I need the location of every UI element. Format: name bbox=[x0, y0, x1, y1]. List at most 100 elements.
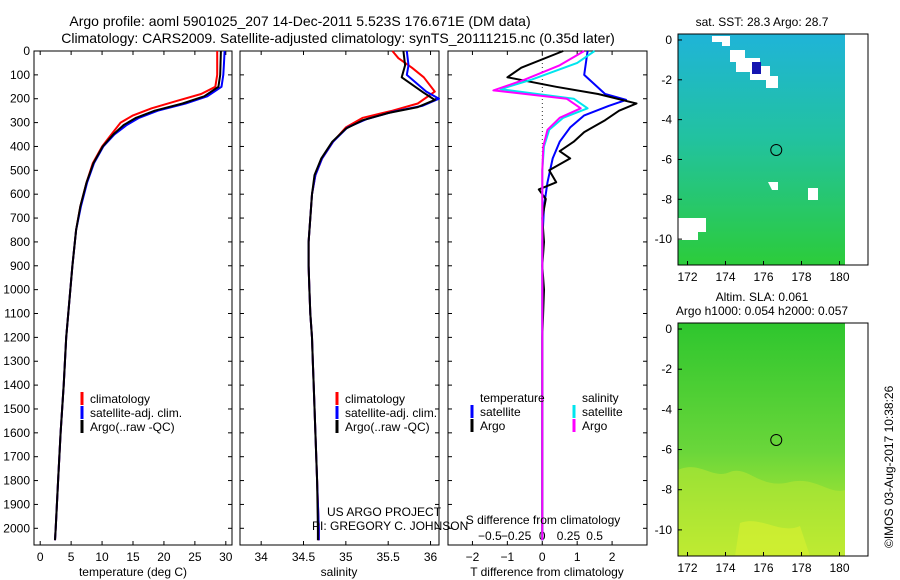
map-y-tick-label: -4 bbox=[661, 113, 672, 127]
map-y-tick-label: -6 bbox=[661, 152, 672, 166]
x-tick-label: −2 bbox=[466, 550, 480, 564]
series-line-climatology bbox=[307, 50, 436, 541]
map-y-tick-label: -8 bbox=[661, 192, 672, 206]
x-tick-label: 34 bbox=[254, 550, 268, 564]
y-tick-label: 900 bbox=[10, 259, 30, 273]
difference-legend: temperature salinity satellite Argo sate… bbox=[470, 391, 623, 433]
sla-map-land-east bbox=[845, 323, 868, 556]
sst-map-cloud-mask bbox=[808, 188, 818, 200]
sst-map-warm-patch bbox=[752, 62, 761, 74]
title-line-1: Argo profile: aoml 5901025_207 14-Dec-20… bbox=[69, 13, 530, 29]
sst-map-land-east bbox=[845, 34, 868, 265]
sla-map-frame bbox=[677, 322, 869, 557]
sst-map-cloud-mask bbox=[712, 36, 730, 46]
legend-label-satellite: satellite-adj. clim. bbox=[345, 406, 437, 420]
y-tick-label: 1500 bbox=[3, 402, 30, 416]
x-tick-label: 35 bbox=[339, 550, 353, 564]
series-line-salinity-argo bbox=[492, 50, 585, 541]
map-x-tick-label: 178 bbox=[791, 561, 811, 575]
map-x-tick-label: 180 bbox=[829, 270, 849, 284]
sst-map-cloud-mask bbox=[678, 218, 706, 240]
salinity-axis-label: salinity bbox=[321, 565, 358, 579]
y-tick-label: 500 bbox=[10, 163, 30, 177]
map-x-tick-label: 174 bbox=[715, 270, 735, 284]
series-line-satellite-adj-clim- bbox=[307, 50, 440, 541]
sla-map-axes: 172 174 176 178 180 0 -2 -4 -6 -8 -10 bbox=[655, 322, 850, 575]
x-tick-label: −1 bbox=[501, 550, 515, 564]
y-tick-label: 1200 bbox=[3, 330, 30, 344]
legend-label-argo: Argo(..raw -QC) bbox=[90, 420, 175, 434]
map-x-tick-label: 172 bbox=[677, 270, 697, 284]
legend-title-salinity: salinity bbox=[582, 391, 619, 405]
map-y-tick-label: -6 bbox=[661, 443, 672, 457]
imos-credit: ©IMOS 03-Aug-2017 10:38:26 bbox=[882, 385, 896, 548]
map-y-tick-label: -10 bbox=[655, 523, 673, 537]
difference-chart: −2 −1 0 1 2−0.5 −0.25 0 0.25 0.5 bbox=[448, 50, 647, 564]
sst-map-axes: 172 174 176 178 180 0 -2 -4 -6 -8 -10 bbox=[655, 33, 850, 284]
y-tick-label: 1700 bbox=[3, 450, 30, 464]
sst-map-frame bbox=[677, 33, 869, 266]
salinity-panel-frame bbox=[239, 50, 440, 546]
legend-label-climatology: climatology bbox=[90, 392, 150, 406]
y-tick-label: 1000 bbox=[3, 283, 30, 297]
map-x-tick-label: 178 bbox=[791, 270, 811, 284]
y-tick-label: 1800 bbox=[3, 474, 30, 488]
x-tick-label: 20 bbox=[157, 550, 171, 564]
map-x-tick-label: 172 bbox=[677, 561, 697, 575]
x-tick-label: 35.5 bbox=[377, 550, 401, 564]
map-y-tick-label: -2 bbox=[661, 73, 672, 87]
legend-label-climatology: climatology bbox=[345, 392, 405, 406]
s-tick-label: 0.5 bbox=[586, 529, 603, 543]
difference-panel-frame bbox=[447, 50, 648, 546]
y-tick-label: 0 bbox=[23, 44, 30, 58]
series-line-climatology bbox=[54, 51, 219, 541]
sla-map-high-region bbox=[735, 521, 810, 556]
map-y-tick-label: -10 bbox=[655, 232, 673, 246]
y-tick-label: 100 bbox=[10, 68, 30, 82]
x-tick-label: 15 bbox=[126, 550, 140, 564]
x-tick-label: 34.5 bbox=[292, 550, 316, 564]
y-tick-label: 200 bbox=[10, 92, 30, 106]
map-y-tick-label: -8 bbox=[661, 483, 672, 497]
sla-map-title-1: Altim. SLA: 0.061 bbox=[716, 290, 809, 304]
temperature-axis-label: temperature (deg C) bbox=[79, 565, 187, 579]
series-line-argo-raw-qc- bbox=[307, 50, 436, 541]
temperature-panel-frame bbox=[33, 50, 233, 546]
map-y-tick-label: 0 bbox=[665, 33, 672, 47]
legend-title-temperature: temperature bbox=[480, 391, 545, 405]
sst-map-cloud-mask bbox=[768, 182, 778, 190]
x-tick-label: 36 bbox=[424, 550, 438, 564]
sst-map-title: sat. SST: 28.3 Argo: 28.7 bbox=[696, 15, 829, 29]
map-y-tick-label: -4 bbox=[661, 402, 672, 416]
pi-credit: PI: GREGORY C. JOHNSON bbox=[312, 519, 468, 533]
map-x-tick-label: 176 bbox=[753, 561, 773, 575]
s-tick-label: −0.25 bbox=[501, 529, 532, 543]
map-x-tick-label: 180 bbox=[829, 561, 849, 575]
salinity-legend: climatology satellite-adj. clim. Argo(..… bbox=[335, 392, 437, 434]
x-tick-label: 2 bbox=[609, 550, 616, 564]
x-tick-label: 0 bbox=[539, 550, 546, 564]
salinity-chart: 34 34.5 35 35.5 36 bbox=[240, 50, 440, 564]
y-tick-label: 1100 bbox=[4, 307, 30, 321]
s-tick-label: −0.5 bbox=[478, 529, 502, 543]
series-line-salinity-satellite bbox=[499, 50, 596, 541]
y-tick-label: 1300 bbox=[3, 354, 30, 368]
sst-map: 172 174 176 178 180 0 -2 -4 -6 -8 -10 bbox=[655, 33, 869, 284]
y-tick-label: 600 bbox=[10, 187, 30, 201]
sla-map-title-2: Argo h1000: 0.054 h2000: 0.057 bbox=[676, 304, 848, 318]
series-line-satellite-adj-clim- bbox=[54, 50, 226, 541]
y-tick-label: 2000 bbox=[3, 521, 30, 535]
x-tick-label: 10 bbox=[95, 550, 109, 564]
sla-map-high-region bbox=[678, 467, 845, 556]
y-tick-label: 700 bbox=[10, 211, 30, 225]
legend-label-argo: Argo(..raw -QC) bbox=[345, 420, 430, 434]
profile-location-marker bbox=[770, 143, 783, 156]
y-tick-label: 1600 bbox=[3, 426, 30, 440]
y-tick-label: 800 bbox=[10, 235, 30, 249]
temperature-chart: 0100200300400500600700800900100011001200… bbox=[3, 44, 233, 564]
s-tick-label: 0.25 bbox=[557, 529, 581, 543]
s-difference-axis-label: S difference from climatology bbox=[466, 513, 621, 527]
x-tick-label: 25 bbox=[188, 550, 202, 564]
map-y-tick-label: -2 bbox=[661, 362, 672, 376]
